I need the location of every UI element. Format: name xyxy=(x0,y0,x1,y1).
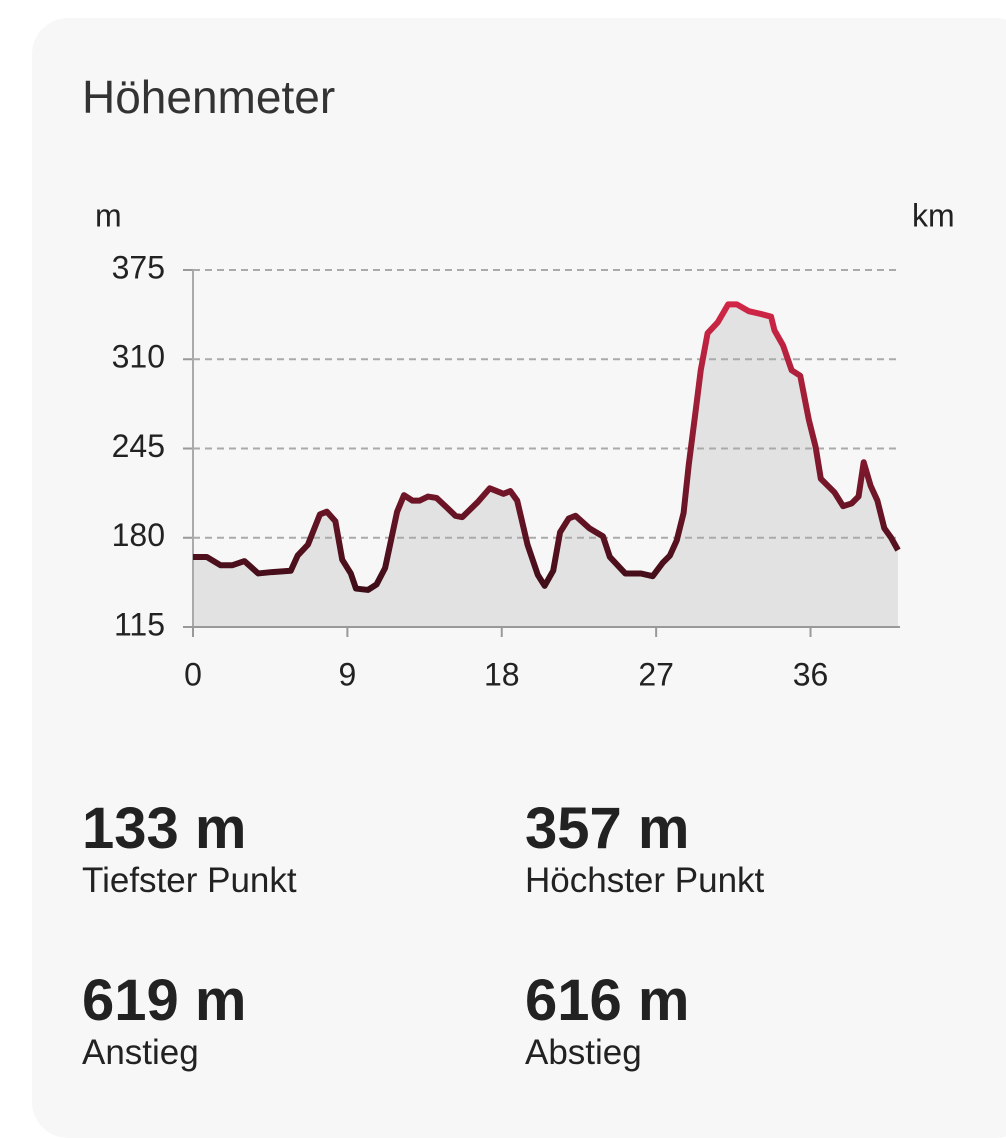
x-tick-label: 27 xyxy=(638,656,674,692)
x-tick-label: 9 xyxy=(338,656,356,692)
page: Höhenmeter m km 115 180 245 310 375 0 9 18 27 36 … xyxy=(82,71,955,1072)
stat-value: 133 m xyxy=(82,796,247,861)
x-tick-label: 36 xyxy=(793,656,829,692)
x-tick-label: 18 xyxy=(484,656,520,692)
elevation-line xyxy=(193,301,901,593)
area-fill xyxy=(193,304,898,627)
stat-value: 616 m xyxy=(525,968,690,1033)
y-tick-label: 245 xyxy=(112,428,165,464)
chart: m km 115 180 245 310 375 0 9 18 27 36 xyxy=(95,197,955,692)
y-axis-label: m xyxy=(95,197,122,233)
stat-value: 619 m xyxy=(82,968,247,1033)
y-tick-label: 310 xyxy=(112,339,165,375)
x-axis-label: km xyxy=(912,197,955,233)
card-title: Höhenmeter xyxy=(82,71,336,123)
stat-label: Höchster Punkt xyxy=(525,861,765,900)
y-tick-label: 115 xyxy=(114,606,165,642)
y-tick-label: 180 xyxy=(112,517,165,553)
y-tick-label: 375 xyxy=(112,249,165,285)
stat-label: Abstieg xyxy=(525,1033,642,1072)
x-tick-label: 0 xyxy=(184,656,202,692)
stat-value: 357 m xyxy=(525,796,690,861)
stat-label: Anstieg xyxy=(82,1033,199,1072)
stat-label: Tiefster Punkt xyxy=(82,861,297,900)
